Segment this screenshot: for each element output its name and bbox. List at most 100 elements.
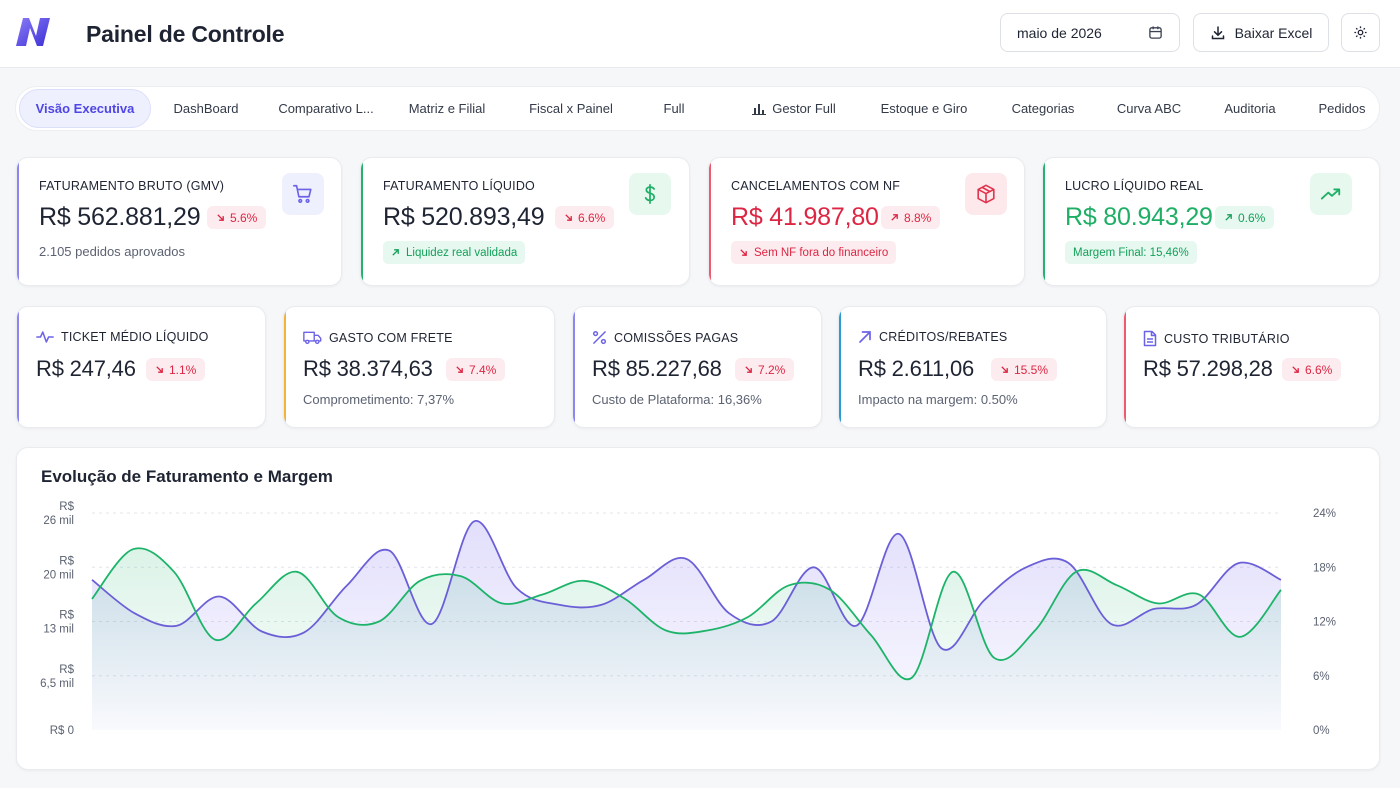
- tab-fiscal-painel[interactable]: Fiscal x Painel: [526, 89, 616, 128]
- y-tick-label: 13 mil: [43, 624, 74, 636]
- pill-text: Margem Final: 15,46%: [1073, 246, 1189, 259]
- tab-label: Gestor Full: [772, 101, 836, 116]
- delta-badge: 1.1%: [146, 358, 206, 381]
- y-tick-label: R$: [59, 501, 74, 513]
- tab-categorias[interactable]: Categorias: [1006, 89, 1080, 128]
- tab-estoque-giro[interactable]: Estoque e Giro: [878, 89, 970, 128]
- delta-value: 7.4%: [469, 362, 497, 377]
- tab-visao-executiva[interactable]: Visão Executiva: [19, 89, 151, 128]
- kpi-sub: Custo de Plataforma: 16,36%: [592, 392, 762, 407]
- gear-icon: [1354, 26, 1367, 39]
- tab-label: Pedidos: [1318, 101, 1366, 116]
- tab-label: Fiscal x Painel: [529, 101, 613, 116]
- delta-value: 5.6%: [230, 210, 258, 225]
- settings-button[interactable]: [1341, 13, 1380, 52]
- card-accent: [573, 307, 575, 427]
- arrow-down-right-icon: [1001, 366, 1008, 373]
- tab-gestor-full[interactable]: Gestor Full: [746, 89, 842, 128]
- kpi-card-cancelamentos: CANCELAMENTOS COM NF R$ 41.987,80 8.8% S…: [708, 157, 1025, 286]
- tab-curva-abc[interactable]: Curva ABC: [1114, 89, 1184, 128]
- delta-value: 6.6%: [578, 210, 606, 225]
- kpi-card-lucro-liquido: LUCRO LÍQUIDO REAL R$ 80.943,29 0.6% Mar…: [1042, 157, 1380, 286]
- y2-tick-label: 24%: [1313, 508, 1336, 520]
- delta-value: 6.6%: [1305, 362, 1333, 377]
- margin-area: [92, 548, 1281, 730]
- tab-label: Matriz e Filial: [408, 101, 486, 116]
- card-accent: [1124, 307, 1126, 427]
- tab-auditoria[interactable]: Auditoria: [1218, 89, 1282, 128]
- arrow-down-right-icon: [740, 249, 747, 256]
- tab-label: Comparativo L...: [278, 101, 374, 116]
- kpi-value: R$ 2.611,06: [858, 356, 975, 381]
- kpi-label-row: CUSTO TRIBUTÁRIO: [1143, 330, 1290, 347]
- arrow-up-right-icon: [392, 249, 399, 256]
- delta-badge: 7.4%: [446, 358, 506, 381]
- arrow-down-right-icon: [745, 366, 752, 373]
- month-picker[interactable]: maio de 2026: [1000, 13, 1180, 52]
- pill-text: Sem NF fora do financeiro: [754, 246, 889, 259]
- tab-label: Estoque e Giro: [880, 101, 968, 116]
- arrow-down-right-icon: [217, 214, 224, 221]
- n-logo-icon[interactable]: [14, 16, 52, 48]
- kpi-sub: Impacto na margem: 0.50%: [858, 392, 1018, 407]
- y2-tick-label: 0%: [1313, 725, 1330, 737]
- y-tick-label: R$: [59, 610, 74, 622]
- kpi-card-comissoes: COMISSÕES PAGAS R$ 85.227,68 7.2% Custo …: [572, 306, 822, 428]
- kpi-status-pill: Margem Final: 15,46%: [1065, 241, 1197, 264]
- tab-matriz-filial[interactable]: Matriz e Filial: [402, 89, 492, 128]
- top-header: Painel de Controle maio de 2026 Baixar E…: [0, 0, 1400, 68]
- kpi-icon-box: [282, 173, 324, 215]
- delta-badge: 15.5%: [991, 358, 1058, 381]
- arrow-down-right-icon: [156, 366, 163, 373]
- kpi-card-faturamento-bruto: FATURAMENTO BRUTO (GMV) R$ 562.881,29 5.…: [16, 157, 342, 286]
- kpi-icon-box: [629, 173, 671, 215]
- tab-label: Categorias: [1011, 101, 1075, 116]
- card-accent: [17, 158, 19, 285]
- download-excel-label: Baixar Excel: [1234, 24, 1313, 41]
- kpi-status-pill: Sem NF fora do financeiro: [731, 241, 897, 264]
- kpi-label: FATURAMENTO BRUTO (GMV): [39, 179, 225, 193]
- kpi-card-gasto-frete: GASTO COM FRETE R$ 38.374,63 7.4% Compro…: [283, 306, 555, 428]
- kpi-value: R$ 41.987,80: [731, 203, 879, 231]
- arrow-up-right-icon: [891, 214, 898, 221]
- y-tick-label: R$: [59, 664, 74, 676]
- truck-icon: [303, 331, 322, 345]
- y2-tick-label: 18%: [1313, 562, 1336, 574]
- activity-icon: [36, 331, 54, 343]
- chart-title: Evolução de Faturamento e Margem: [41, 467, 333, 486]
- kpi-value: R$ 520.893,49: [383, 203, 545, 231]
- card-accent: [17, 307, 19, 427]
- tab-dashboard[interactable]: DashBoard: [164, 89, 248, 128]
- tab-label: DashBoard: [173, 101, 239, 116]
- download-excel-button[interactable]: Baixar Excel: [1193, 13, 1329, 52]
- card-accent: [709, 158, 711, 285]
- kpi-icon-box: [965, 173, 1007, 215]
- delta-badge: 7.2%: [735, 358, 795, 381]
- kpi-label-row: TICKET MÉDIO LÍQUIDO: [36, 330, 209, 344]
- card-accent: [284, 307, 286, 427]
- kpi-label: GASTO COM FRETE: [329, 330, 453, 345]
- delta-badge: 0.6%: [1215, 206, 1275, 229]
- kpi-label: CUSTO TRIBUTÁRIO: [1164, 331, 1290, 346]
- tab-comparativo[interactable]: Comparativo L...: [270, 89, 382, 128]
- kpi-label: TICKET MÉDIO LÍQUIDO: [61, 330, 209, 344]
- tab-full[interactable]: Full: [652, 89, 696, 128]
- delta-value: 8.8%: [904, 210, 932, 225]
- margin-line: [91, 547, 1282, 681]
- bar-chart-icon: [752, 104, 767, 115]
- package-icon: [977, 184, 995, 204]
- kpi-label: LUCRO LÍQUIDO REAL: [1065, 179, 1204, 193]
- dollar-icon: [644, 183, 655, 205]
- pill-text: Liquidez real validada: [406, 246, 518, 259]
- y2-tick-label: 12%: [1313, 617, 1336, 629]
- kpi-label: CRÉDITOS/REBATES: [879, 330, 1008, 344]
- page-title: Painel de Controle: [86, 21, 285, 47]
- tab-pedidos[interactable]: Pedidos: [1314, 89, 1370, 128]
- y-tick-label: 20 mil: [43, 569, 74, 581]
- kpi-value: R$ 57.298,28: [1143, 356, 1273, 381]
- delta-value: 0.6%: [1238, 210, 1266, 225]
- kpi-label-row: COMISSÕES PAGAS: [592, 330, 738, 345]
- chart-card: Evolução de Faturamento e Margem R$ 26 mi…: [16, 447, 1380, 770]
- kpi-card-faturamento-liquido: FATURAMENTO LÍQUIDO R$ 520.893,49 6.6% L…: [360, 157, 690, 286]
- kpi-label: COMISSÕES PAGAS: [614, 330, 739, 345]
